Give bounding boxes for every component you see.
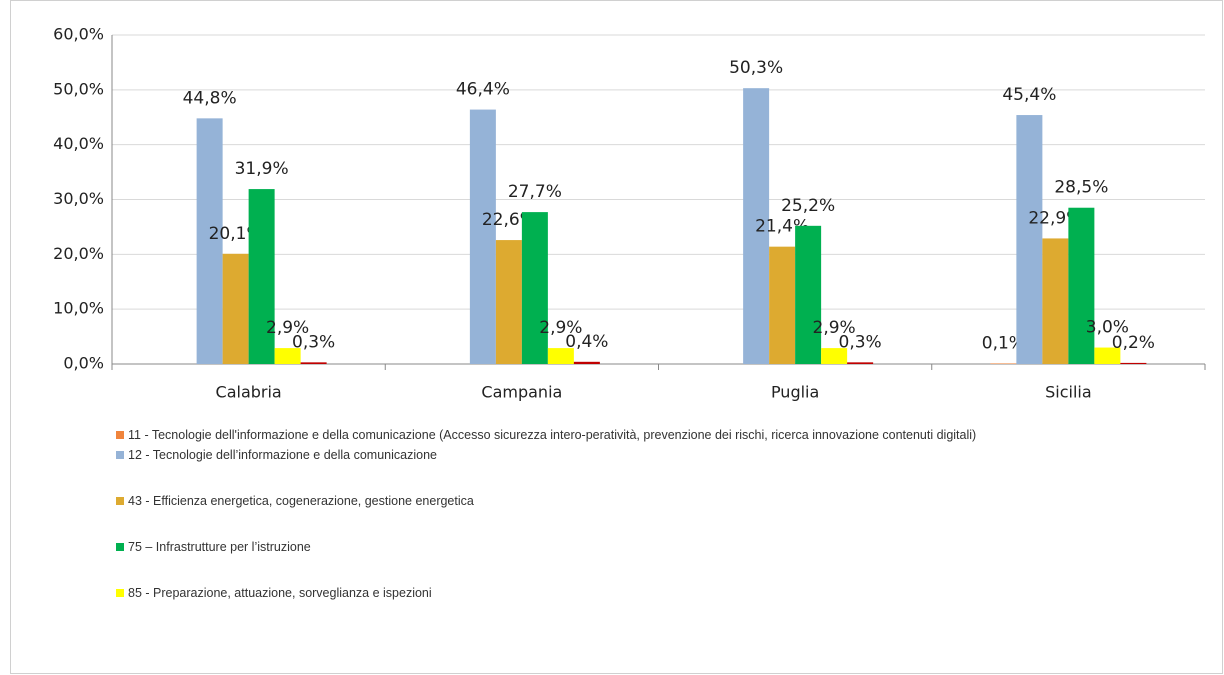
bar: [196, 118, 223, 364]
y-tick-label: 20,0%: [53, 244, 104, 263]
bar: [769, 246, 796, 364]
bar: [248, 189, 275, 364]
data-label: 2,9%: [266, 318, 309, 338]
bar: [847, 362, 874, 364]
bar: [222, 253, 249, 364]
data-label: 3,0%: [1086, 318, 1129, 338]
legend-swatch: [116, 497, 124, 505]
chart-frame: [10, 0, 1223, 674]
data-label: 2,9%: [813, 318, 856, 338]
x-tick-label: Calabria: [216, 383, 282, 402]
legend-swatch: [116, 589, 124, 597]
bar: [1120, 362, 1147, 364]
legend-item: 12 - Tecnologie dell’informazione e dell…: [116, 446, 1116, 464]
legend-item: 75 – Infrastrutture per l’istruzione: [116, 538, 1116, 556]
data-label: 25,2%: [781, 196, 835, 216]
y-tick-label: 60,0%: [53, 25, 104, 44]
bar: [1016, 115, 1043, 364]
data-label: 0,4%: [565, 332, 608, 352]
data-label: 0,2%: [1112, 333, 1155, 353]
y-tick-label: 0,0%: [63, 354, 104, 373]
x-tick-label: Campania: [481, 383, 562, 402]
legend-swatch: [116, 543, 124, 551]
legend-label: 85 - Preparazione, attuazione, sorveglia…: [128, 586, 432, 600]
data-label: 50,3%: [729, 58, 783, 78]
bar: [1068, 207, 1095, 364]
legend: 11 - Tecnologie dell'informazione e dell…: [116, 426, 1116, 630]
data-label: 31,9%: [235, 159, 289, 179]
data-label: 28,5%: [1054, 178, 1108, 198]
y-tick-label: 40,0%: [53, 134, 104, 153]
legend-item: 43 - Efficienza energetica, cogenerazion…: [116, 492, 1116, 510]
legend-label: 75 – Infrastrutture per l’istruzione: [128, 540, 311, 554]
bar: [547, 348, 574, 364]
legend-item: 85 - Preparazione, attuazione, sorveglia…: [116, 584, 1116, 602]
y-tick-label: 30,0%: [53, 189, 104, 208]
bar: [469, 109, 496, 364]
data-label: 2,9%: [539, 318, 582, 338]
bar: [1094, 347, 1121, 364]
bar: [821, 348, 848, 364]
legend-swatch: [116, 431, 124, 439]
legend-swatch: [116, 451, 124, 459]
data-label: 0,3%: [292, 332, 335, 352]
legend-label: 11 - Tecnologie dell'informazione e dell…: [128, 428, 977, 442]
legend-item: 11 - Tecnologie dell'informazione e dell…: [116, 426, 1116, 444]
bar: [521, 212, 548, 364]
bar: [300, 362, 327, 364]
x-tick-label: Sicilia: [1045, 383, 1092, 402]
y-tick-label: 10,0%: [53, 299, 104, 318]
data-label: 0,1%: [982, 333, 1025, 353]
bar: [743, 88, 770, 365]
legend-label: 12 - Tecnologie dell’informazione e dell…: [128, 448, 437, 462]
data-label: 44,8%: [183, 88, 237, 108]
bar: [274, 348, 301, 364]
data-label: 46,4%: [456, 80, 510, 100]
bar: [1042, 238, 1069, 364]
bar: [573, 361, 600, 364]
legend-label: 43 - Efficienza energetica, cogenerazion…: [128, 494, 474, 508]
bar: [495, 240, 522, 364]
data-label: 0,3%: [839, 332, 882, 352]
data-label: 27,7%: [508, 182, 562, 202]
data-label: 45,4%: [1002, 85, 1056, 105]
y-tick-label: 50,0%: [53, 79, 104, 98]
bar: [990, 363, 1017, 364]
bar: [795, 225, 822, 364]
x-tick-label: Puglia: [771, 383, 819, 402]
